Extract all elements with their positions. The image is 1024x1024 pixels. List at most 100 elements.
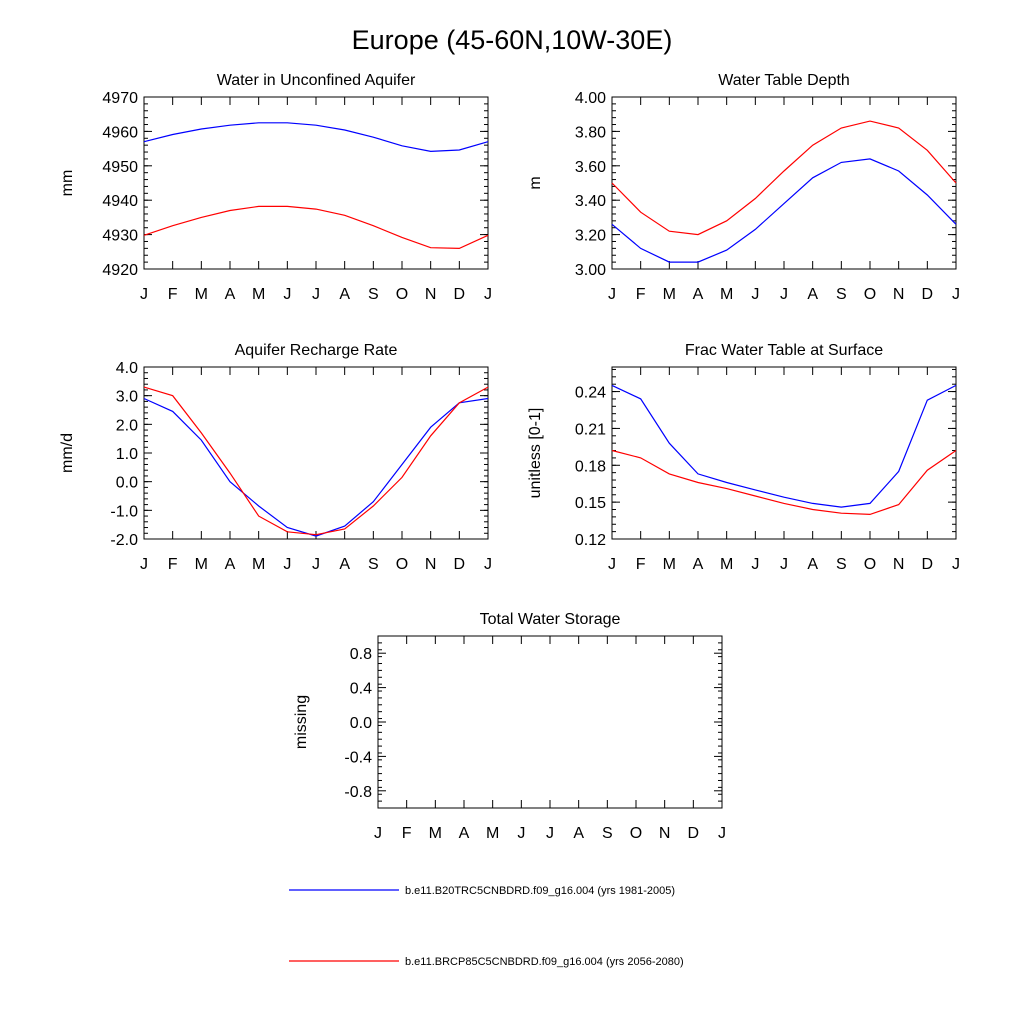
x-tick-label: J [780, 556, 788, 573]
y-tick-label: 3.80 [575, 124, 606, 141]
x-tick-label: N [425, 556, 437, 573]
y-axis-label: unitless [0-1] [527, 408, 544, 499]
x-tick-label: A [573, 825, 584, 842]
y-axis-label: m [527, 176, 544, 189]
legend: b.e11.B20TRC5CNBDRD.f09_g16.004 (yrs 198… [289, 885, 684, 968]
x-tick-label: J [484, 556, 492, 573]
chart-title: Water Table Depth [718, 72, 850, 89]
series-line-future [611, 120, 957, 236]
x-tick-label: J [952, 556, 960, 573]
y-axis-label: mm [59, 170, 76, 197]
y-tick-label: 4940 [102, 193, 138, 210]
x-tick-label: N [893, 286, 905, 303]
chart-title: Total Water Storage [480, 611, 621, 628]
x-tick-label: J [751, 286, 759, 303]
series-line-historical [611, 158, 957, 263]
x-tick-label: J [312, 286, 320, 303]
x-tick-label: N [893, 556, 905, 573]
y-tick-label: 3.40 [575, 193, 606, 210]
y-tick-label: 0.0 [116, 475, 138, 492]
x-tick-label: A [225, 286, 236, 303]
x-tick-label: M [195, 286, 208, 303]
y-tick-label: -0.8 [344, 784, 372, 801]
series-line-historical [143, 122, 489, 153]
y-tick-label: 0.21 [575, 421, 606, 438]
x-tick-label: A [459, 825, 470, 842]
y-tick-label: 3.60 [575, 159, 606, 176]
x-tick-label: A [693, 286, 704, 303]
series-line-future [143, 205, 489, 250]
plot-frame [611, 96, 957, 270]
series-line-historical [611, 384, 957, 508]
y-tick-label: -2.0 [110, 532, 138, 549]
plot-frame [143, 366, 489, 540]
y-tick-label: 3.00 [575, 262, 606, 279]
x-tick-label: J [283, 286, 291, 303]
chart-title: Frac Water Table at Surface [685, 342, 883, 359]
y-tick-label: 0.8 [350, 646, 372, 663]
x-tick-label: S [836, 286, 847, 303]
x-tick-label: N [425, 286, 437, 303]
y-tick-label: 4930 [102, 228, 138, 245]
series-line-future [611, 449, 957, 516]
x-tick-label: O [396, 286, 408, 303]
x-tick-label: F [168, 556, 178, 573]
y-tick-label: 2.0 [116, 417, 138, 434]
y-tick-label: 0.4 [350, 681, 372, 698]
x-tick-label: F [636, 556, 646, 573]
x-tick-label: M [663, 556, 676, 573]
y-axis-label: mm/d [59, 433, 76, 473]
x-tick-label: O [864, 286, 876, 303]
y-tick-label: -0.4 [344, 749, 372, 766]
x-tick-label: M [486, 825, 499, 842]
y-tick-label: 4920 [102, 262, 138, 279]
plot-frame [143, 96, 489, 270]
x-tick-label: S [836, 556, 847, 573]
x-tick-label: M [252, 286, 265, 303]
x-tick-label: F [636, 286, 646, 303]
x-tick-label: S [602, 825, 613, 842]
x-tick-label: M [252, 556, 265, 573]
x-tick-label: J [140, 286, 148, 303]
x-tick-label: J [751, 556, 759, 573]
x-tick-label: J [952, 286, 960, 303]
x-tick-label: S [368, 556, 379, 573]
x-tick-label: A [339, 556, 350, 573]
y-tick-label: 3.0 [116, 389, 138, 406]
y-tick-label: 4.0 [116, 360, 138, 377]
series-line-future [143, 386, 489, 536]
x-tick-label: D [454, 556, 466, 573]
x-tick-label: O [396, 556, 408, 573]
x-tick-label: J [780, 286, 788, 303]
x-tick-label: D [922, 556, 934, 573]
legend-label-historical: b.e11.B20TRC5CNBDRD.f09_g16.004 (yrs 198… [405, 885, 675, 897]
x-tick-label: D [454, 286, 466, 303]
x-tick-label: M [720, 286, 733, 303]
x-tick-label: M [720, 556, 733, 573]
y-tick-label: 0.0 [350, 715, 372, 732]
x-tick-label: D [922, 286, 934, 303]
legend-label-future: b.e11.BRCP85C5CNBDRD.f09_g16.004 (yrs 20… [405, 956, 684, 968]
chart-panel-frac-water-table-at-surface: Frac Water Table at Surface unitless [0-1… [527, 342, 960, 573]
y-tick-label: 4950 [102, 159, 138, 176]
chart-title: Aquifer Recharge Rate [235, 342, 398, 359]
x-tick-label: A [693, 556, 704, 573]
y-tick-label: -1.0 [110, 503, 138, 520]
x-tick-label: J [608, 286, 616, 303]
figure-title: Europe (45-60N,10W-30E) [352, 25, 673, 55]
x-tick-label: A [339, 286, 350, 303]
x-tick-label: N [659, 825, 671, 842]
x-tick-label: J [546, 825, 554, 842]
x-tick-label: D [688, 825, 700, 842]
x-tick-label: F [168, 286, 178, 303]
x-tick-label: A [807, 556, 818, 573]
x-tick-label: S [368, 286, 379, 303]
y-tick-label: 3.20 [575, 228, 606, 245]
x-tick-label: J [283, 556, 291, 573]
x-tick-label: O [864, 556, 876, 573]
y-axis-label: missing [293, 695, 310, 749]
y-tick-label: 0.24 [575, 385, 606, 402]
